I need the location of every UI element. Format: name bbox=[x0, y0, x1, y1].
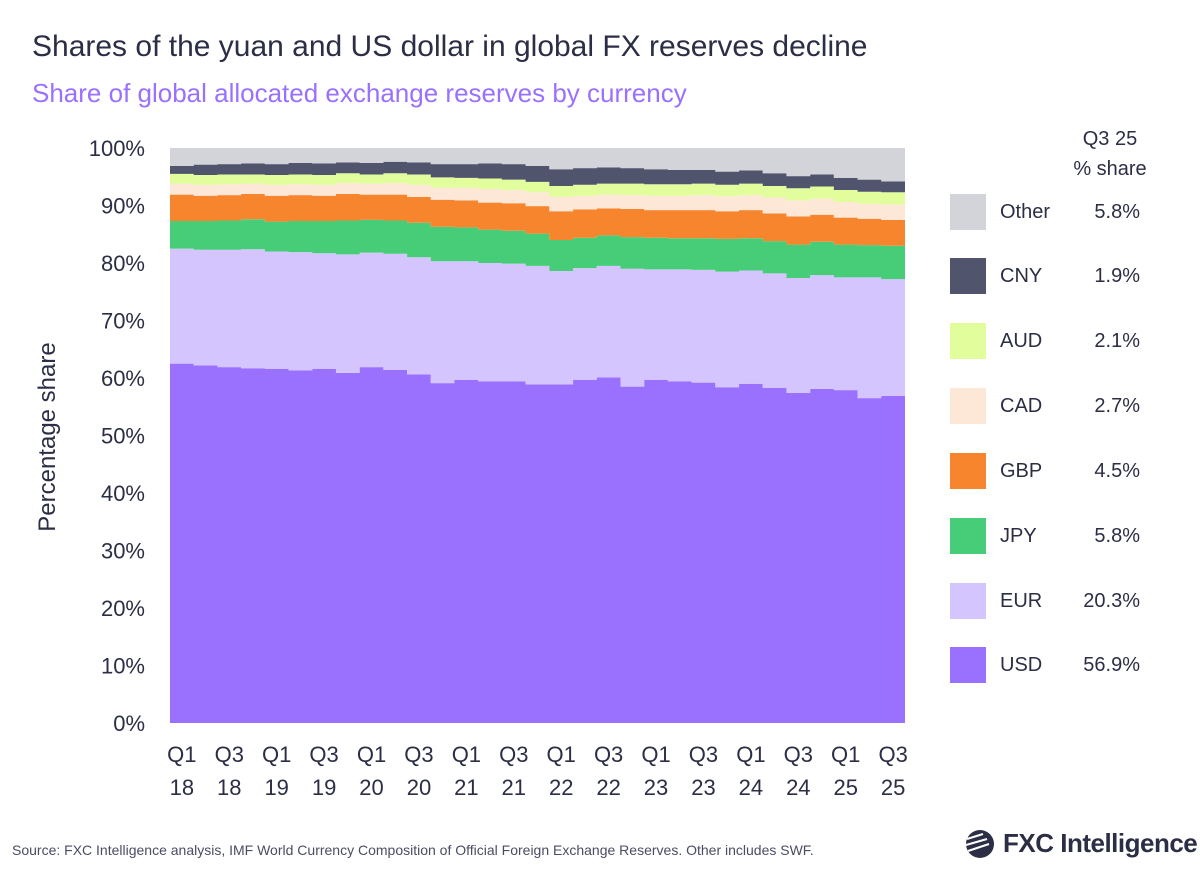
y-tick-label: 90% bbox=[101, 194, 145, 219]
x-tick-label: Q3 21 bbox=[499, 742, 528, 800]
fxc-logo: FXC Intelligence bbox=[965, 828, 1198, 859]
y-tick-label: 20% bbox=[101, 596, 145, 621]
x-tick-label: Q3 24 bbox=[784, 742, 813, 800]
x-tick-label: Q1 19 bbox=[262, 742, 291, 800]
legend-item-aud: AUD 2.1% bbox=[950, 323, 1150, 359]
series-area-aud bbox=[170, 173, 905, 205]
y-tick-label: 60% bbox=[101, 366, 145, 391]
legend-label: CNY bbox=[1000, 265, 1043, 287]
legend-item-jpy: JPY 5.8% bbox=[950, 518, 1150, 554]
legend-label: USD bbox=[1000, 654, 1043, 676]
legend-label: CAD bbox=[1000, 395, 1043, 417]
legend-label: EUR bbox=[1000, 590, 1043, 612]
legend-value: 1.9% bbox=[1094, 265, 1140, 287]
legend-item-other: Other 5.8% bbox=[950, 194, 1150, 230]
legend-item-cad: CAD 2.7% bbox=[950, 388, 1150, 424]
series-area-cad bbox=[170, 183, 905, 220]
legend-value: 4.5% bbox=[1094, 460, 1140, 482]
x-tick-label: Q3 19 bbox=[309, 742, 338, 800]
x-tick-label: Q3 20 bbox=[404, 742, 433, 800]
x-tick-label: Q3 22 bbox=[594, 742, 623, 800]
legend-swatch bbox=[950, 583, 986, 619]
x-tick-label: Q1 21 bbox=[452, 742, 481, 800]
chart-title: Shares of the yuan and US dollar in glob… bbox=[32, 30, 868, 63]
legend-header-unit: % share bbox=[1073, 158, 1147, 180]
legend-swatch bbox=[950, 518, 986, 554]
legend-header-period: Q3 25 bbox=[1082, 128, 1138, 150]
legend-swatch bbox=[950, 453, 986, 489]
series-area-jpy bbox=[170, 219, 905, 280]
legend-swatch bbox=[950, 388, 986, 424]
legend-swatch bbox=[950, 194, 986, 230]
y-tick-label: 100% bbox=[89, 136, 145, 161]
chart-subtitle: Share of global allocated exchange reser… bbox=[32, 78, 687, 108]
x-tick-label: Q1 18 bbox=[167, 742, 196, 800]
legend-label: AUD bbox=[1000, 330, 1043, 352]
legend-swatch bbox=[950, 647, 986, 683]
y-tick-label: 40% bbox=[101, 481, 145, 506]
series-area-eur bbox=[170, 248, 905, 399]
series-area-usd bbox=[170, 363, 905, 723]
series-area-cny bbox=[170, 161, 905, 193]
series-area-gbp bbox=[170, 194, 905, 246]
legend-value: 5.8% bbox=[1094, 201, 1140, 223]
x-tick-label: Q3 25 bbox=[878, 742, 907, 800]
legend-value: 20.3% bbox=[1083, 590, 1140, 612]
y-tick-label: 30% bbox=[101, 539, 145, 564]
x-tick-label: Q1 20 bbox=[357, 742, 386, 800]
x-tick-label: Q1 24 bbox=[736, 742, 765, 800]
x-tick-label: Q3 23 bbox=[689, 742, 718, 800]
legend-value: 56.9% bbox=[1083, 654, 1140, 676]
legend-swatch bbox=[950, 258, 986, 294]
legend-value: 2.7% bbox=[1094, 395, 1140, 417]
fxc-logo-icon bbox=[965, 829, 994, 858]
legend-label: Other bbox=[1000, 201, 1051, 223]
legend-value: 5.8% bbox=[1094, 525, 1140, 547]
y-tick-label: 0% bbox=[113, 711, 145, 736]
y-tick-label: 50% bbox=[101, 424, 145, 449]
x-tick-label: Q1 25 bbox=[831, 742, 860, 800]
legend-item-cny: CNY 1.9% bbox=[950, 258, 1150, 294]
legend-label: GBP bbox=[1000, 460, 1043, 482]
fxc-logo-text: FXC Intelligence bbox=[1003, 828, 1198, 858]
x-tick-label: Q1 22 bbox=[547, 742, 576, 800]
x-tick-label: Q3 18 bbox=[215, 742, 244, 800]
source-note: Source: FXC Intelligence analysis, IMF W… bbox=[12, 842, 814, 858]
y-tick-label: 80% bbox=[101, 251, 145, 276]
x-tick-label: Q1 23 bbox=[641, 742, 670, 800]
legend-label: JPY bbox=[1000, 525, 1037, 547]
legend-item-eur: EUR 20.3% bbox=[950, 583, 1150, 619]
y-tick-label: 10% bbox=[101, 654, 145, 679]
legend-item-usd: USD 56.9% bbox=[950, 647, 1150, 683]
series-area-other bbox=[170, 148, 905, 182]
y-tick-label: 70% bbox=[101, 309, 145, 334]
legend-swatch bbox=[950, 323, 986, 359]
legend-value: 2.1% bbox=[1094, 330, 1140, 352]
legend-item-gbp: GBP 4.5% bbox=[950, 453, 1150, 489]
